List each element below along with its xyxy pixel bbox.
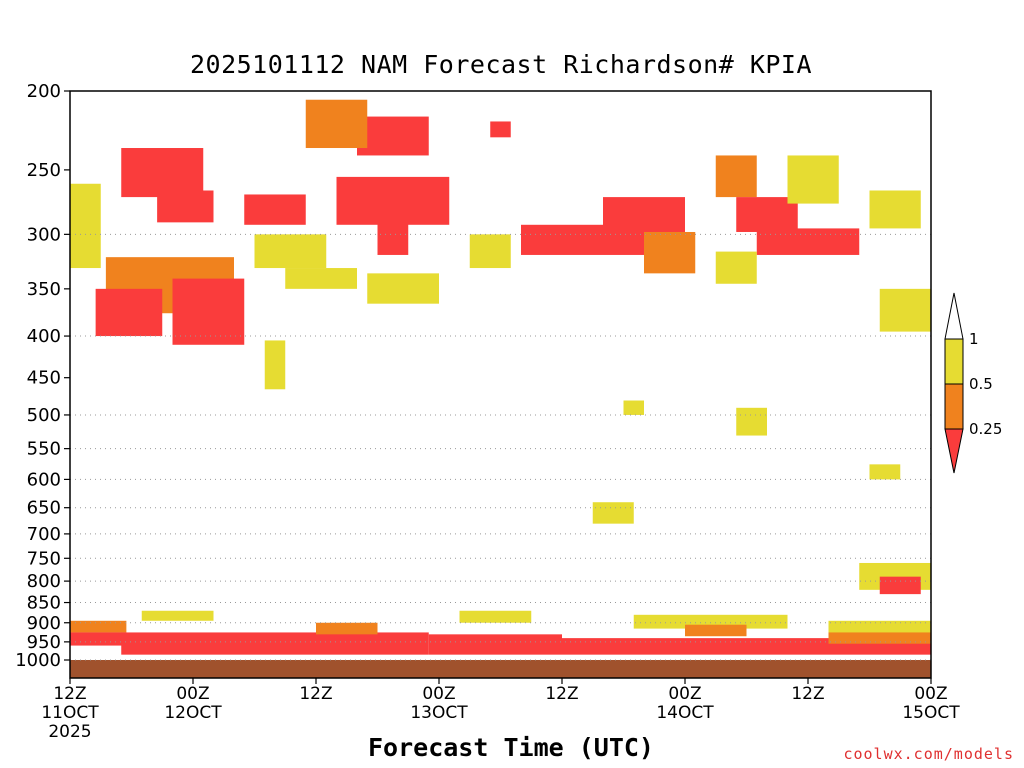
y-tick-label: 600: [27, 469, 61, 490]
y-tick-label: 350: [27, 279, 61, 300]
x-tick-label: 00Z: [176, 684, 209, 704]
colorbar-label: 1: [969, 330, 979, 348]
heatmap-cells: [70, 99, 931, 655]
heatmap-cell: [603, 197, 685, 235]
heatmap-cell: [879, 576, 921, 595]
x-tick-label: 12Z: [299, 684, 332, 704]
heatmap-cell: [305, 99, 368, 149]
colorbar-label: 0.5: [969, 375, 993, 393]
x-axis-title: Forecast Time (UTC): [368, 733, 654, 762]
ground-layer: [70, 660, 931, 678]
y-tick-label: 200: [27, 81, 61, 102]
heatmap-cell: [644, 231, 696, 274]
heatmap-cell: [469, 234, 511, 269]
heatmap-cell: [869, 190, 921, 229]
heatmap-cell: [316, 622, 378, 635]
dotted-gridlines: [70, 233, 931, 661]
x-tick-label: 12OCT: [164, 703, 222, 723]
y-axis: 200 250 300 350 400 450 500 550 600 650 700 7508008…: [15, 81, 70, 671]
x-tick-label: 14OCT: [656, 703, 714, 723]
ground-fill: [70, 660, 931, 678]
y-tick-label: 650: [27, 498, 61, 519]
heatmap-cell: [869, 464, 901, 480]
heatmap-cell: [715, 155, 757, 198]
y-tick-label: 400: [27, 326, 61, 347]
x-tick-label: 2025: [48, 722, 91, 742]
heatmap-cell: [121, 148, 204, 198]
heatmap-cell: [828, 632, 931, 644]
heatmap-cell: [254, 234, 327, 269]
y-tick-label: 450: [27, 368, 61, 389]
heatmap-cell: [623, 400, 644, 415]
colorbar-top-arrow: [944, 292, 964, 340]
heatmap-cell: [490, 121, 511, 138]
colorbar-label: 0.25: [969, 420, 1002, 438]
plot-frame: [69, 90, 932, 679]
heatmap-cell: [377, 222, 409, 255]
heatmap-cell: [70, 183, 101, 269]
chart-title: 2025101112 NAM Forecast Richardson# KPIA: [189, 50, 813, 79]
heatmap-cell: [736, 407, 767, 436]
x-tick-label: 11OCT: [41, 703, 99, 723]
y-tick-label: 850: [27, 593, 61, 614]
heatmap-cell: [428, 634, 562, 655]
y-tick-label: 500: [27, 405, 61, 426]
heatmap-cell: [715, 251, 757, 284]
colorbar-segment: [944, 338, 964, 385]
x-tick-label: 00Z: [668, 684, 701, 704]
y-tick-label: 700: [27, 524, 61, 545]
heatmap-cell: [70, 620, 127, 633]
heatmap-cell: [459, 610, 532, 623]
colorbar-bottom-arrow: [944, 428, 964, 474]
y-tick-label: 950: [27, 632, 61, 653]
heatmap-cell: [244, 194, 306, 225]
heatmap-cell: [879, 288, 931, 332]
colorbar-legend: 1 0.5 0.25: [944, 292, 1002, 474]
heatmap-cell: [357, 116, 429, 156]
x-tick-label: 12Z: [53, 684, 86, 704]
heatmap-cell: [685, 624, 747, 637]
y-tick-label: 250: [27, 160, 61, 181]
credit-text: coolwx.com/models: [843, 745, 1014, 763]
y-tick-label: 300: [27, 224, 61, 245]
y-tick-label: 900: [27, 613, 61, 634]
heatmap-cell: [336, 176, 450, 225]
heatmap-cell: [633, 614, 788, 629]
x-tick-label: 15OCT: [902, 703, 960, 723]
heatmap-cell: [121, 632, 429, 655]
x-tick-label: 00Z: [914, 684, 947, 704]
heatmap-cell: [828, 620, 931, 635]
heatmap-cell: [157, 190, 214, 223]
heatmap-cell: [756, 228, 860, 255]
heatmap-cell: [592, 502, 634, 524]
heatmap-cell: [285, 268, 357, 289]
heatmap-cell: [787, 155, 839, 204]
y-tick-label: 800: [27, 571, 61, 592]
heatmap-cell: [141, 610, 214, 621]
heatmap-cell: [367, 273, 439, 304]
y-tick-label: 750: [27, 548, 61, 569]
heatmap-cell: [172, 278, 245, 345]
x-tick-label: 00Z: [422, 684, 455, 704]
x-tick-label: 12Z: [791, 684, 824, 704]
heatmap-cell: [264, 340, 286, 390]
heatmap-cell: [70, 632, 127, 646]
heatmap-cell: [95, 288, 163, 337]
colorbar-segment: [944, 383, 964, 430]
y-tick-label: 550: [27, 439, 61, 460]
y-tick-label: 1000: [15, 650, 61, 671]
x-tick-label: 13OCT: [410, 703, 468, 723]
x-tick-label: 12Z: [545, 684, 578, 704]
